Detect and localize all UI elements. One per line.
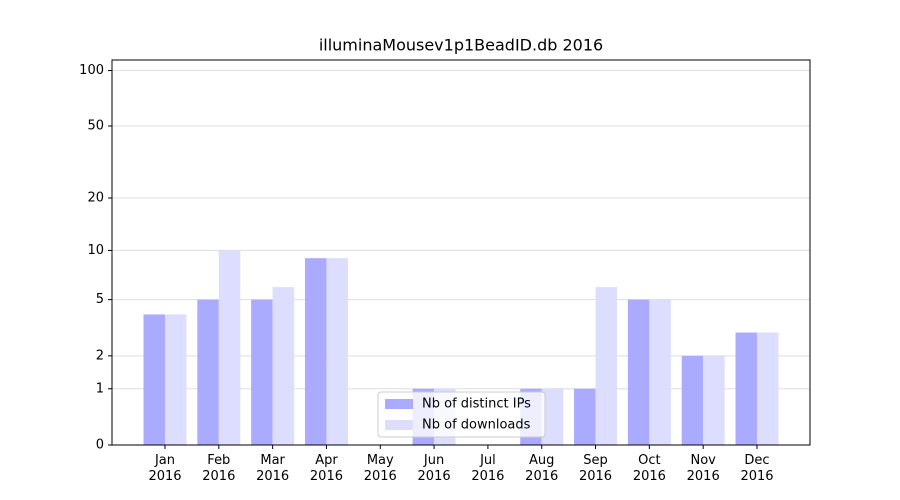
y-tick-label: 10 [87, 243, 104, 258]
chart-title: illuminaMousev1p1BeadID.db 2016 [319, 36, 603, 55]
x-tick-label: Sep 2016 [578, 453, 613, 484]
y-tick-label: 5 [96, 292, 104, 307]
legend-box [377, 391, 546, 438]
x-tick-label: Jan 2016 [148, 453, 182, 484]
legend-swatch [385, 399, 413, 409]
y-tick-label: 2 [96, 348, 104, 363]
legend: Nb of distinct IPs Nb of downloads [377, 391, 546, 438]
x-tick-label: Apr 2016 [309, 453, 343, 484]
x-tick-label: May 2016 [363, 453, 397, 484]
bar [703, 355, 725, 445]
legend-label: Nb of distinct IPs [422, 397, 531, 412]
bar [304, 258, 327, 445]
x-tick-label: Nov 2016 [686, 453, 720, 484]
bar [757, 332, 779, 445]
bar [251, 299, 273, 445]
y-tick-label: 100 [79, 63, 104, 78]
bar [272, 287, 295, 445]
bar [218, 250, 241, 445]
bar [165, 314, 187, 445]
bar [595, 287, 618, 445]
bar [197, 299, 219, 445]
bar [627, 299, 650, 445]
bar [143, 314, 165, 445]
bar [681, 355, 704, 445]
y-tick-label: 20 [87, 190, 104, 205]
plot-frame [111, 59, 811, 446]
x-tick-label: Oct 2016 [632, 453, 666, 484]
y-tick-label: 0 [96, 438, 104, 453]
x-tick-label: Feb 2016 [202, 453, 236, 484]
legend-swatch [385, 420, 413, 430]
legend-label: Nb of downloads [422, 418, 531, 433]
x-tick-label: Jul 2016 [471, 453, 505, 484]
x-tick-label: Aug 2016 [525, 453, 559, 484]
bar [574, 388, 596, 445]
bar [735, 332, 757, 445]
bar [649, 299, 671, 445]
x-tick-label: Dec 2016 [740, 453, 774, 484]
y-tick-label: 50 [87, 118, 104, 133]
bar [326, 258, 348, 445]
bar [541, 388, 564, 445]
y-tick-label: 1 [96, 381, 104, 396]
x-tick-label: Mar 2016 [256, 453, 290, 484]
x-tick-label: Jun 2016 [417, 453, 451, 484]
